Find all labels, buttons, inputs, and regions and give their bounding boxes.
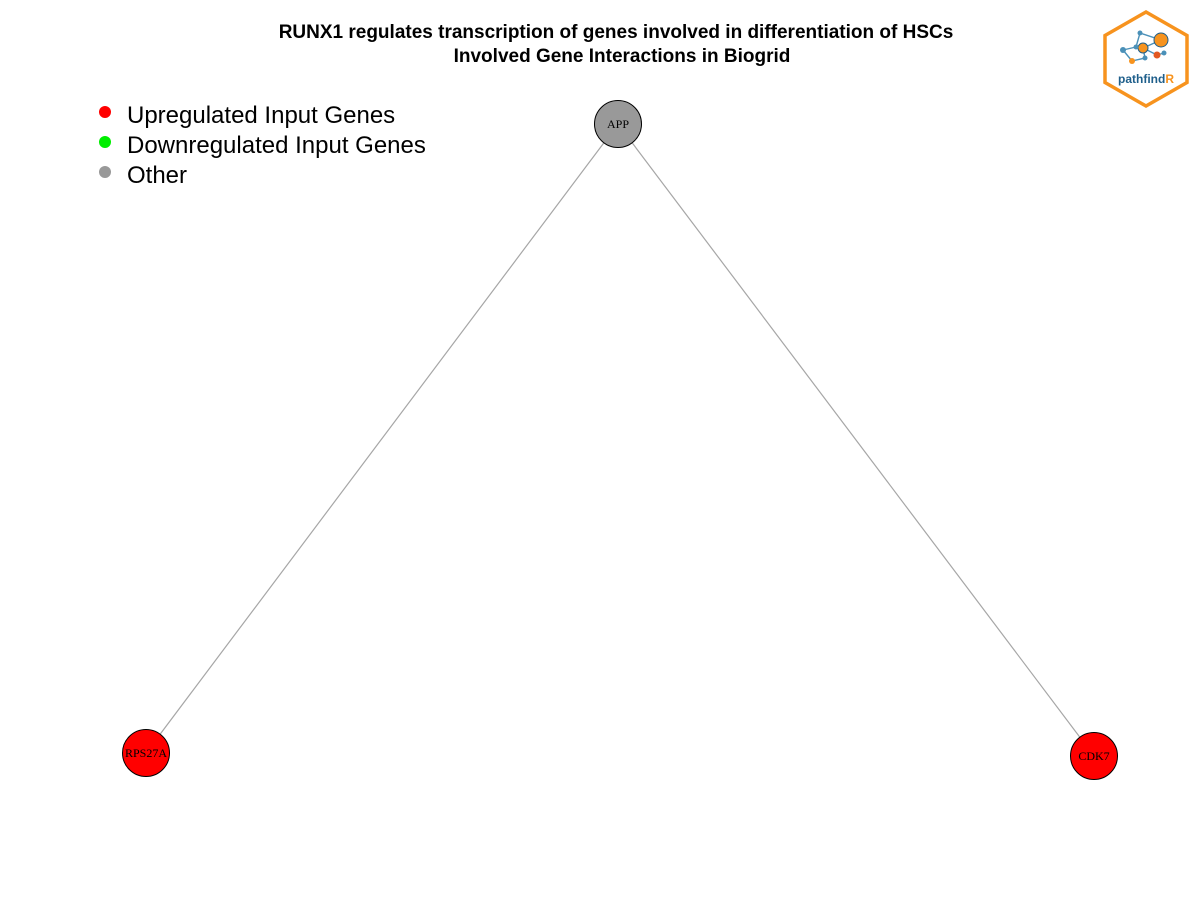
- node-label-rps27a: RPS27A: [125, 746, 167, 760]
- legend-marker-other: [99, 166, 111, 178]
- node-circle-rps27a: [122, 729, 170, 777]
- node-cdk7: CDK7: [1070, 732, 1118, 780]
- node-layer: APP RPS27A CDK7: [122, 100, 1118, 780]
- node-rps27a: RPS27A: [122, 729, 170, 777]
- figure-title-line-1: RUNX1 regulates transcription of genes i…: [279, 22, 954, 43]
- legend-label-upregulated: Upregulated Input Genes: [127, 102, 395, 129]
- edge-layer: [145, 123, 1095, 757]
- legend: Upregulated Input Genes Downregulated In…: [99, 102, 426, 189]
- logo-text-main: pathfind: [1118, 72, 1165, 86]
- logo-text: pathfindR: [1118, 72, 1174, 86]
- pathfindr-logo: pathfindR: [1103, 9, 1189, 109]
- legend-item-downregulated: Downregulated Input Genes: [99, 132, 426, 159]
- legend-marker-upregulated: [99, 106, 111, 118]
- node-circle-cdk7: [1070, 732, 1118, 780]
- node-label-app: APP: [607, 117, 629, 131]
- logo-text-accent: R: [1165, 72, 1174, 86]
- figure-title-line-2: Involved Gene Interactions in Biogrid: [454, 46, 791, 67]
- legend-label-downregulated: Downregulated Input Genes: [127, 132, 426, 159]
- edge-app-rps27a: [145, 123, 619, 754]
- edge-app-cdk7: [617, 123, 1095, 757]
- legend-marker-downregulated: [99, 136, 111, 148]
- legend-item-other: Other: [99, 162, 187, 189]
- legend-item-upregulated: Upregulated Input Genes: [99, 102, 395, 129]
- node-label-cdk7: CDK7: [1078, 749, 1109, 763]
- logo-network-nodes: [1120, 30, 1169, 64]
- node-app: APP: [594, 100, 642, 148]
- legend-label-other: Other: [127, 162, 187, 189]
- node-circle-app: [594, 100, 642, 148]
